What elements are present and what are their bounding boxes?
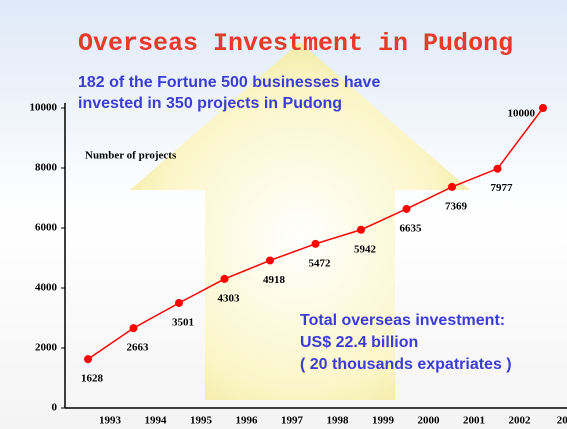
x-tick-label: 2001: [463, 415, 485, 427]
value-label: 5942: [354, 243, 377, 255]
x-tick-label: 2000: [418, 415, 441, 427]
title: Overseas Investment in Pudong: [78, 29, 513, 58]
point: [493, 164, 502, 173]
value-label: 5472: [309, 257, 332, 269]
y-tick-label: 6000: [35, 222, 58, 234]
value-label: 7977: [491, 182, 514, 194]
y-label: Number of projects: [85, 150, 177, 162]
point: [175, 298, 183, 307]
subtitle: 182 of the Fortune 500 businesses have: [78, 74, 380, 91]
y-tick-label: 0: [52, 402, 58, 414]
x-tick-label: 1998: [327, 415, 350, 427]
x-tick-label: 1995: [190, 415, 213, 427]
x-tick-label: 1997: [281, 415, 304, 427]
annotation: US$ 22.4 billion: [300, 334, 418, 351]
point: [448, 182, 456, 191]
annotation: Total overseas investment:: [300, 312, 505, 329]
y-tick-label: 8000: [35, 162, 58, 174]
value-label: 1628: [81, 373, 104, 385]
value-label: 4303: [218, 292, 241, 304]
value-label: 2663: [127, 342, 150, 354]
point: [266, 256, 274, 265]
point: [220, 274, 229, 283]
x-tick-label: 200: [557, 415, 567, 427]
y-tick-label: 10000: [30, 102, 58, 114]
arrow: [130, 42, 470, 400]
value-label: 4918: [263, 274, 286, 286]
x-tick-label: 1999: [372, 415, 395, 427]
point: [311, 239, 320, 248]
x-tick-label: 1994: [145, 415, 168, 427]
point: [357, 225, 365, 234]
value-label: 7369: [445, 200, 468, 212]
value-label: 10000: [508, 108, 536, 120]
point: [84, 355, 92, 364]
x-tick-label: 1996: [236, 415, 259, 427]
y-tick-label: 4000: [35, 282, 58, 294]
subtitle: invested in 350 projects in Pudong: [78, 95, 342, 112]
annotation: ( 20 thousands expatriates ): [300, 356, 512, 373]
point: [129, 324, 138, 333]
value-label: 6635: [400, 222, 423, 234]
value-label: 3501: [172, 317, 194, 329]
x-tick-label: 1993: [99, 415, 122, 427]
point: [402, 204, 411, 213]
point: [539, 104, 547, 112]
y-tick-label: 2000: [35, 342, 58, 354]
x-tick-label: 2002: [509, 415, 532, 427]
